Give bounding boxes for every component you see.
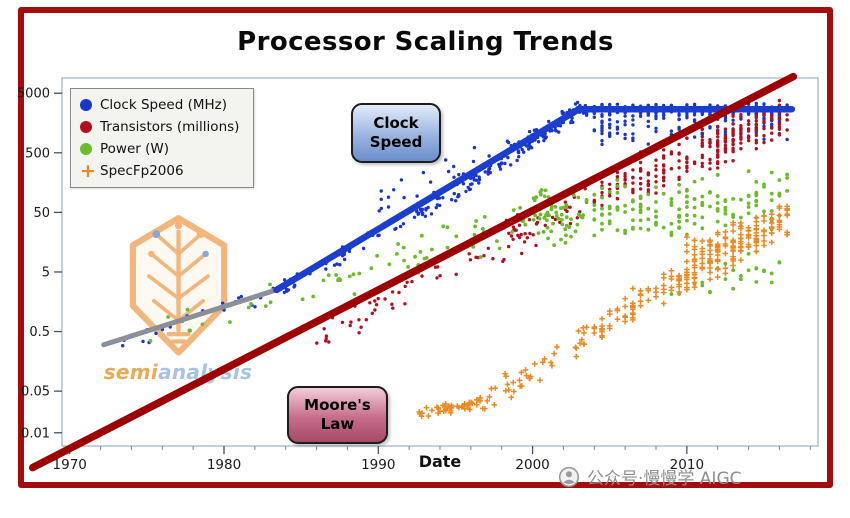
- clock-speed-trend: [273, 105, 796, 294]
- bottom-caption-text: 公众号·慢慢学 AIGC: [587, 469, 742, 489]
- legend-item-transistors: Transistors (millions): [80, 119, 239, 135]
- clock-speed-callout: Clock Speed: [351, 103, 441, 163]
- y-tick-label: 500: [25, 146, 50, 161]
- clock-speed-callout-line1: Clock: [373, 113, 419, 132]
- series-power: [148, 169, 789, 343]
- y-tick-label: 5000: [17, 87, 50, 102]
- series-specfp2006: [416, 203, 790, 420]
- moores-law-callout-line2: Law: [320, 415, 355, 433]
- legend-label-power: Power (W): [100, 141, 169, 157]
- moores-law-callout: Moore's Law: [287, 386, 388, 444]
- x-axis-label: Date: [418, 452, 462, 471]
- wechat-account-icon: [558, 466, 580, 487]
- legend-label-transistors: Transistors (millions): [100, 119, 240, 135]
- y-tick-label: 0.05: [21, 385, 50, 400]
- y-tick-label: 5: [42, 265, 50, 280]
- power-dot-icon: [80, 143, 92, 155]
- watermark-brand-prefix: semi: [103, 360, 159, 384]
- x-tick-label: 2000: [515, 457, 549, 473]
- legend: Clock Speed (MHz) Transistors (millions)…: [70, 88, 255, 188]
- clock-speed-dot-icon: [80, 99, 92, 111]
- y-tick-label: 0.01: [21, 426, 50, 441]
- legend-item-power: Power (W): [80, 141, 239, 157]
- chart-title: Processor Scaling Trends: [237, 27, 614, 57]
- legend-item-clock-speed: Clock Speed (MHz): [80, 97, 239, 113]
- clock-speed-callout-line2: Speed: [369, 133, 423, 151]
- transistors-dot-icon: [80, 121, 92, 133]
- x-tick-label: 1990: [361, 457, 395, 473]
- legend-item-specfp2006: + SpecFp2006: [80, 160, 239, 182]
- x-tick-label: 1970: [53, 457, 87, 473]
- legend-label-specfp2006: SpecFp2006: [100, 163, 184, 179]
- specfp2006-plus-icon: +: [80, 160, 96, 182]
- x-tick-label: 2010: [670, 457, 704, 473]
- semianalysis-logo-icon: [129, 215, 227, 356]
- early-clock-trend: [101, 286, 282, 348]
- y-tick-label: 0.5: [29, 325, 50, 340]
- moores-law-trend: [28, 72, 798, 472]
- moores-law-callout-line1: Moore's: [304, 395, 371, 414]
- x-tick-label: 1980: [207, 457, 241, 473]
- y-tick-label: 50: [33, 206, 50, 221]
- bottom-caption: 公众号·慢慢学 AIGC: [558, 464, 742, 489]
- legend-label-clock-speed: Clock Speed (MHz): [100, 97, 227, 113]
